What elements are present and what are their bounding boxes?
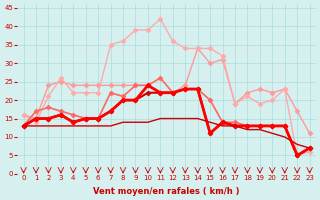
X-axis label: Vent moyen/en rafales ( km/h ): Vent moyen/en rafales ( km/h ) (93, 187, 240, 196)
